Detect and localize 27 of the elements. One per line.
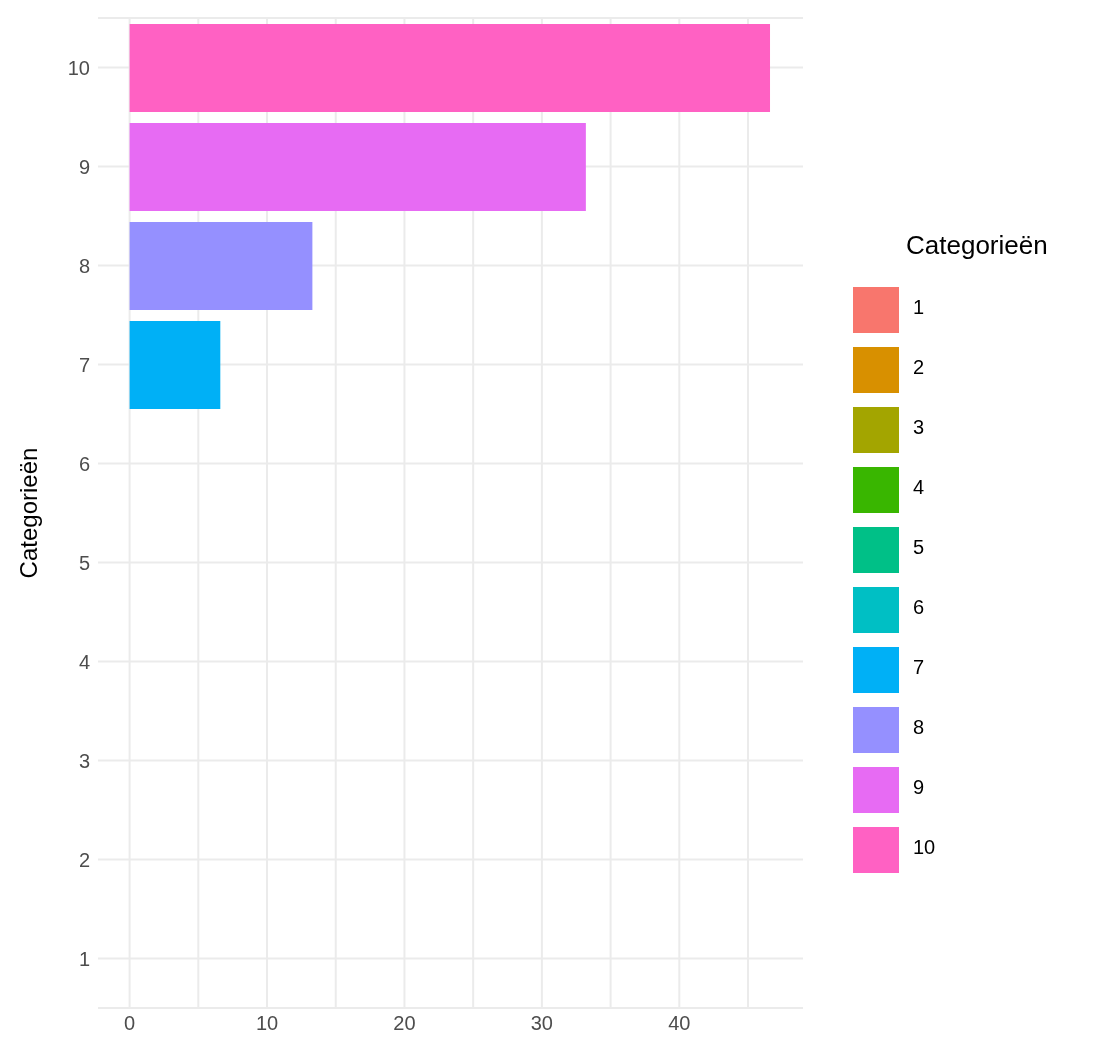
x-tick-label: 40 xyxy=(668,1012,691,1035)
y-tick-label: 2 xyxy=(78,848,90,871)
legend-label: 2 xyxy=(913,356,925,378)
y-tick-label: 3 xyxy=(78,749,90,772)
y-tick-label: 8 xyxy=(78,254,90,277)
legend-label: 9 xyxy=(913,776,925,798)
x-tick-label: 0 xyxy=(124,1012,136,1035)
legend-label: 5 xyxy=(913,536,925,558)
legend-label: 8 xyxy=(913,716,925,738)
x-tick-label: 20 xyxy=(393,1012,416,1035)
y-tick-label: 5 xyxy=(78,551,90,574)
legend-label: 4 xyxy=(913,476,925,498)
x-tick-label: 30 xyxy=(530,1012,554,1035)
y-axis-title: Categorieën xyxy=(14,447,42,579)
x-tick-label: 10 xyxy=(255,1012,279,1035)
y-tick-label: 10 xyxy=(67,56,90,79)
y-tick-label: 6 xyxy=(78,452,90,475)
legend-label: 7 xyxy=(913,656,925,678)
legend-label: 3 xyxy=(913,416,925,438)
legend-title: Categorieën xyxy=(906,230,1048,261)
legend-label: 10 xyxy=(913,836,936,858)
y-tick-label: 7 xyxy=(78,353,90,376)
y-tick-label: 4 xyxy=(78,650,90,673)
legend-label: 1 xyxy=(913,296,925,318)
y-tick-label: 9 xyxy=(78,155,90,178)
legend-label: 6 xyxy=(913,596,925,618)
y-tick-label: 1 xyxy=(78,947,90,970)
